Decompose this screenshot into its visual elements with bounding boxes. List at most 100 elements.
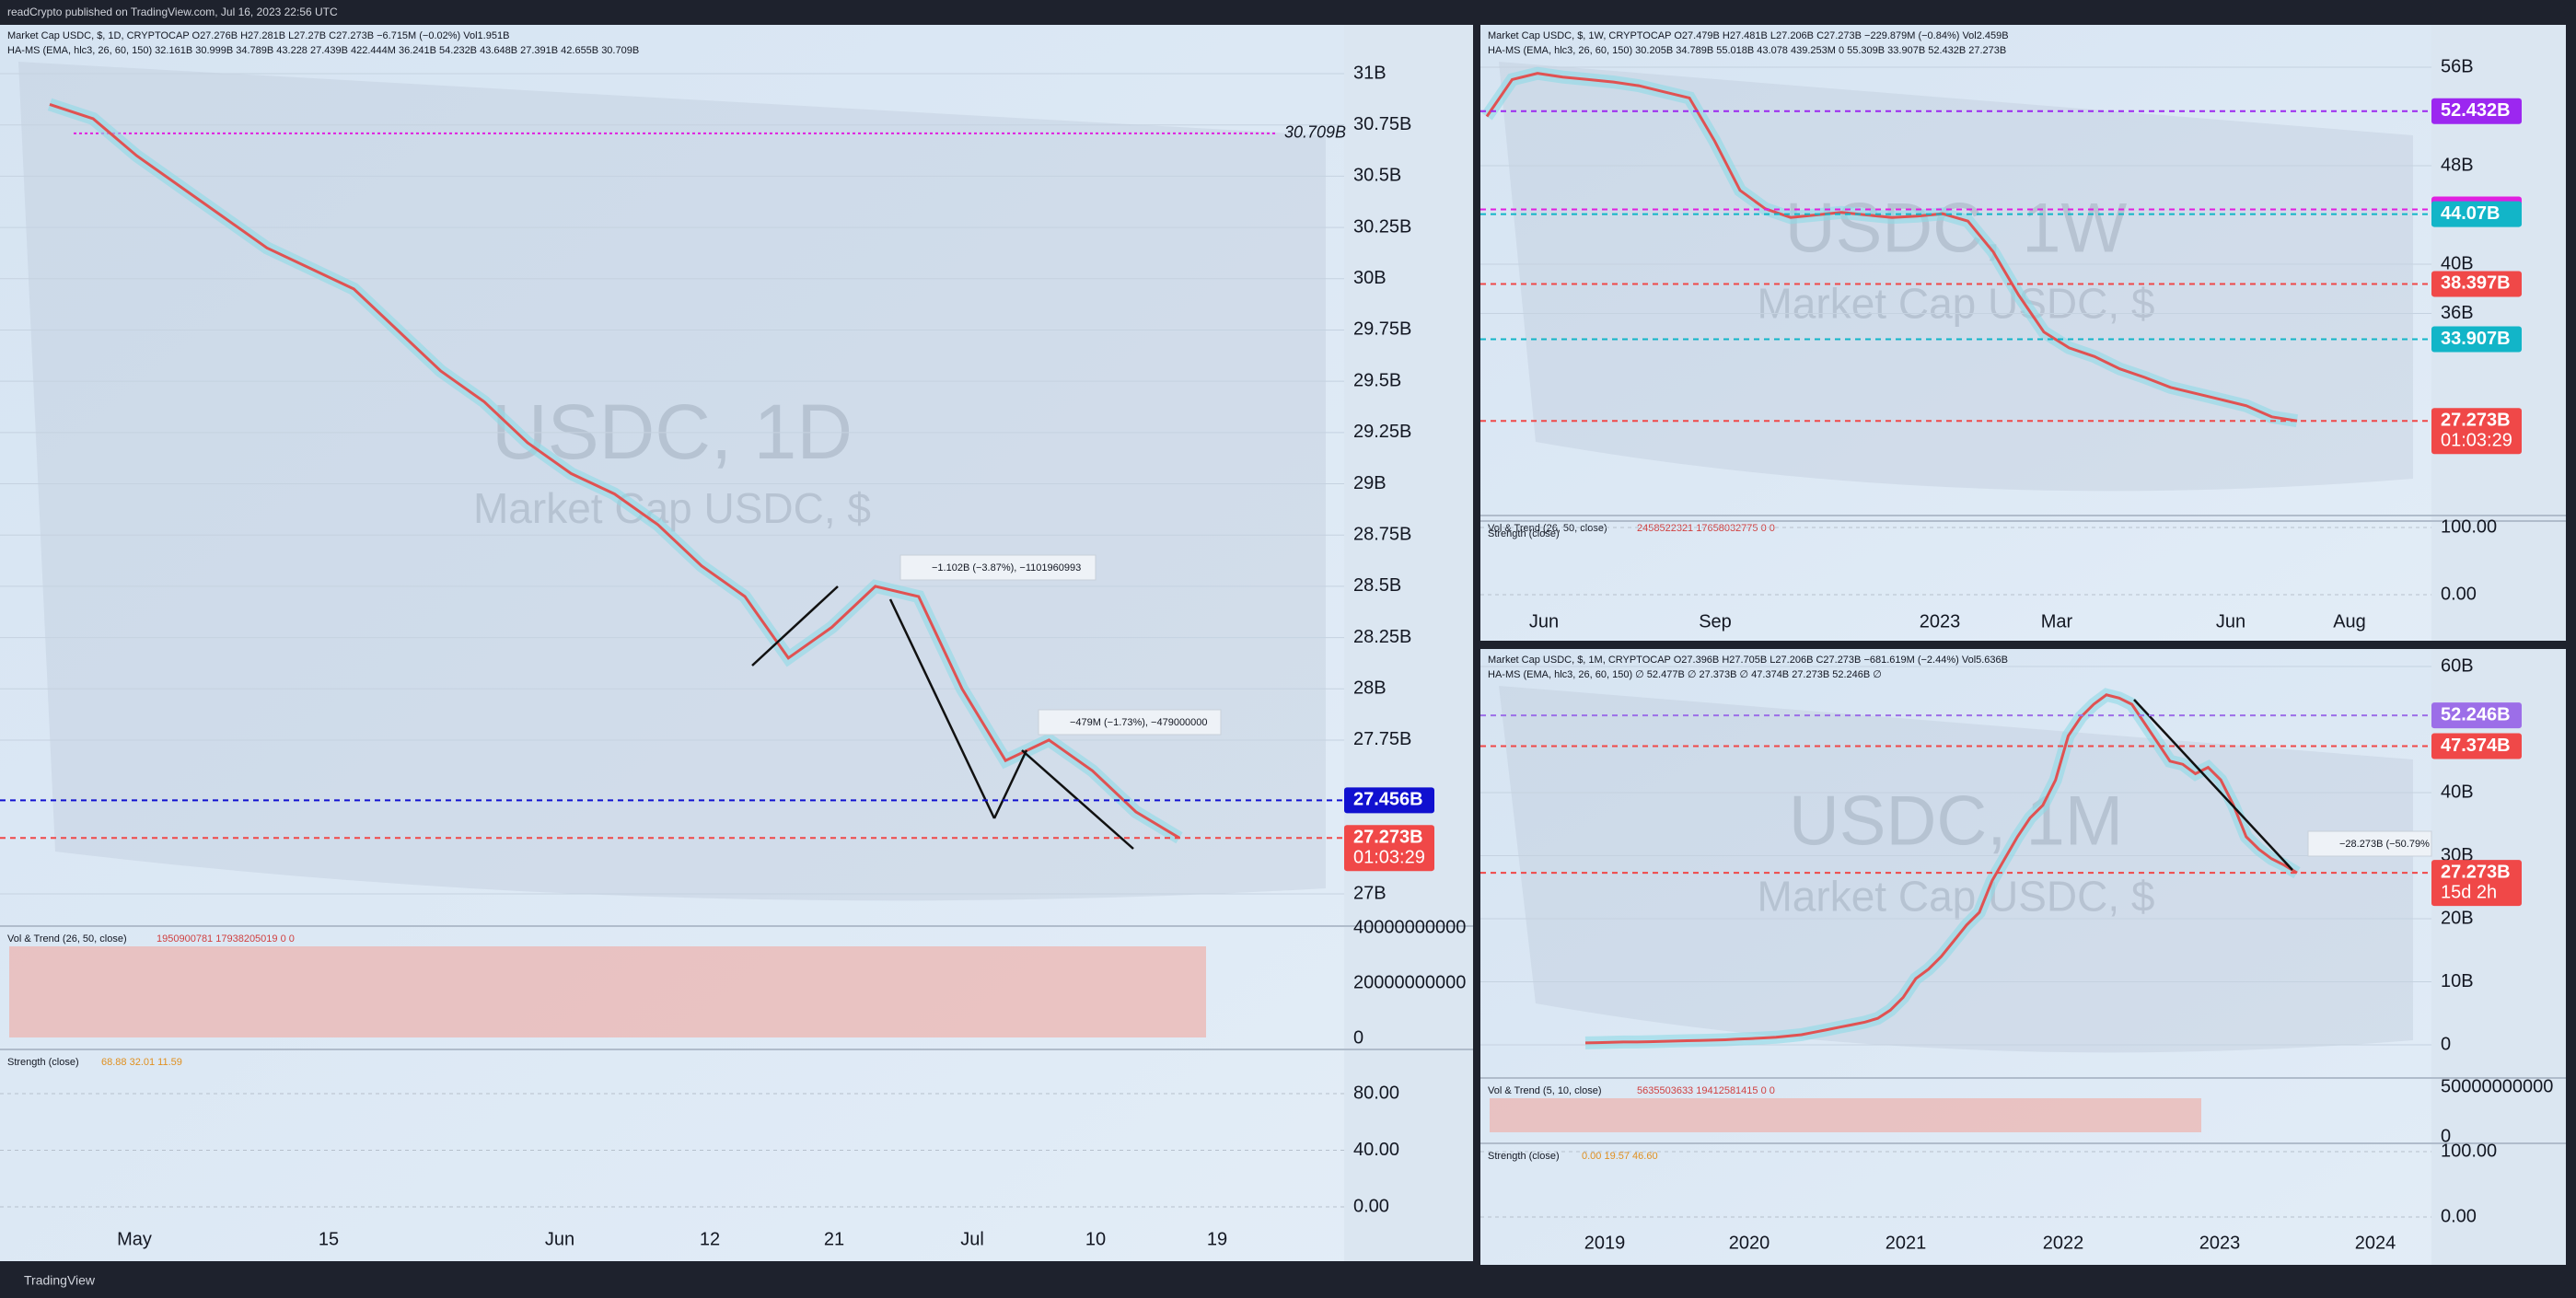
watermark-symbol: USDC, 1M bbox=[1789, 782, 2123, 861]
legend-line: Market Cap USDC, $, 1M, CRYPTOCAP O27.39… bbox=[1488, 655, 2008, 666]
price-tick-label: 30B bbox=[1353, 268, 1387, 288]
price-tick-label: 28.25B bbox=[1353, 627, 1411, 647]
time-label: 21 bbox=[824, 1229, 844, 1249]
vol-readings: 1950900781 17938205019 0 0 bbox=[157, 933, 295, 945]
time-label: 12 bbox=[700, 1229, 720, 1249]
price-badge bbox=[2431, 860, 2522, 907]
legend-line: Market Cap USDC, $, 1D, CRYPTOCAP O27.27… bbox=[7, 30, 509, 41]
annotation-box bbox=[1038, 709, 1222, 736]
cloud-band bbox=[1499, 62, 2413, 492]
measure-arrow bbox=[992, 749, 1028, 819]
price-tick-label: 40B bbox=[2441, 253, 2474, 273]
vol-tick-label: 0 bbox=[1353, 1027, 1363, 1048]
price-badge bbox=[2431, 98, 2522, 124]
price-tick-label: 20B bbox=[2441, 908, 2474, 928]
vol-readings: 2458522321 17658032775 0 0 bbox=[1637, 523, 1775, 534]
measure-arrow bbox=[888, 598, 996, 819]
level-label: 30.709B bbox=[1284, 123, 1346, 142]
price-tick-label: 29.25B bbox=[1353, 422, 1411, 442]
time-label: Sep bbox=[1699, 611, 1732, 632]
annotation-box bbox=[2307, 830, 2432, 857]
price-line bbox=[1584, 693, 2298, 1045]
price-line bbox=[49, 102, 1180, 840]
price-badge bbox=[1344, 825, 1434, 872]
time-label: Mar bbox=[2041, 611, 2073, 632]
price-tick-label: 10B bbox=[2441, 971, 2474, 991]
price-tick-label: 27B bbox=[1353, 883, 1387, 903]
panel-background bbox=[1480, 25, 2566, 641]
annotation-text: −479M (−1.73%), −479000000 bbox=[1070, 717, 1208, 728]
panel-background bbox=[1480, 649, 2566, 1265]
badge-label: 44.07B bbox=[2441, 203, 2501, 224]
time-label: 2023 bbox=[2199, 1233, 2241, 1253]
price-tick-label: 29.75B bbox=[1353, 319, 1411, 340]
price-badge bbox=[2431, 201, 2522, 227]
badge-label: 38.397B bbox=[2441, 273, 2511, 294]
time-label: 15 bbox=[319, 1229, 339, 1249]
time-label: Jun bbox=[2216, 611, 2245, 632]
strength-title: Strength (close) bbox=[1488, 1151, 1560, 1162]
vol-readings: 5635503633 19412581415 0 0 bbox=[1637, 1085, 1775, 1096]
price-tick-label: 29B bbox=[1353, 473, 1387, 493]
time-label: 19 bbox=[1207, 1229, 1227, 1249]
vol-tick-label: 20000000000 bbox=[1353, 972, 1466, 992]
watermark-symbol: USDC, 1W bbox=[1785, 190, 2128, 268]
badge-countdown: 01:03:29 bbox=[1353, 847, 1425, 867]
price-tick-label: 36B bbox=[2441, 303, 2474, 323]
time-label: May bbox=[117, 1229, 152, 1249]
time-label: 2023 bbox=[1920, 611, 1961, 632]
legend-line: Market Cap USDC, $, 1W, CRYPTOCAP O27.47… bbox=[1488, 30, 2009, 41]
vol-title: Vol & Trend (26, 50, close) bbox=[7, 933, 127, 945]
time-label: 2019 bbox=[1584, 1233, 1626, 1253]
price-badge bbox=[2431, 326, 2522, 353]
time-label: Jun bbox=[545, 1229, 574, 1249]
strength-title: Strength (close) bbox=[7, 1057, 79, 1068]
time-label: Jul bbox=[960, 1229, 984, 1249]
strength-tick-label: 0.00 bbox=[2441, 1206, 2477, 1226]
vol-area bbox=[9, 946, 1206, 1037]
publish-line: readCrypto published on TradingView.com,… bbox=[7, 6, 338, 18]
badge-label: 52.246B bbox=[2441, 704, 2511, 724]
vol-title: Vol & Trend (5, 10, close) bbox=[1488, 1085, 1602, 1096]
badge-countdown: 15d 2h bbox=[2441, 882, 2497, 902]
price-badge bbox=[2431, 408, 2522, 455]
annotation-text: −28.273B (−50.79% bbox=[2339, 839, 2430, 850]
price-tick-label: 30.75B bbox=[1353, 114, 1411, 134]
vol-tick-label: 50000000000 bbox=[2441, 1076, 2553, 1096]
strength-tick-label: 80.00 bbox=[1353, 1083, 1399, 1103]
vol-tick-label: 0 bbox=[2441, 1126, 2451, 1146]
strength-readings: 0.00 19.57 46.60 bbox=[1582, 1151, 1658, 1162]
cloud-band bbox=[1499, 686, 2413, 1053]
badge-label: 47.374B bbox=[2441, 736, 2511, 756]
strength-tick-label: 0.00 bbox=[2441, 584, 2477, 604]
annotation-box bbox=[899, 554, 1097, 581]
time-label: 2020 bbox=[1729, 1233, 1770, 1253]
badge-label: 27.273B bbox=[1353, 827, 1423, 847]
vol-tick-label: 40000000000 bbox=[1353, 917, 1466, 937]
price-badge bbox=[2431, 702, 2522, 729]
price-tick-label: 30.25B bbox=[1353, 216, 1411, 237]
price-tick-label: 40B bbox=[2441, 782, 2474, 802]
strength-readings: 68.88 32.01 11.59 bbox=[101, 1057, 182, 1068]
strength-tick-label: 0.00 bbox=[1353, 1196, 1389, 1216]
badge-label: 33.907B bbox=[2441, 329, 2511, 349]
legend-line: HA-MS (EMA, hlc3, 26, 60, 150) ∅ 52.477B… bbox=[1488, 669, 1882, 680]
badge-countdown: 01:03:29 bbox=[2441, 431, 2512, 451]
cloud-band bbox=[18, 62, 1326, 901]
badge-label: 27.273B bbox=[2441, 411, 2511, 431]
measure-arrow bbox=[2133, 699, 2293, 871]
legend-line: HA-MS (EMA, hlc3, 26, 60, 150) 32.161B 3… bbox=[7, 45, 639, 56]
strength-tick-label: 40.00 bbox=[1353, 1140, 1399, 1160]
footer-brand: TradingView bbox=[24, 1273, 96, 1288]
price-badge bbox=[2431, 733, 2522, 759]
badge-label: 27.273B bbox=[2441, 862, 2511, 882]
measure-arrow bbox=[751, 585, 839, 666]
annotation-text: −1.102B (−3.87%), −1101960993 bbox=[932, 562, 1081, 574]
time-label: Aug bbox=[2333, 611, 2366, 632]
legend-line: HA-MS (EMA, hlc3, 26, 60, 150) 30.205B 3… bbox=[1488, 45, 2006, 56]
price-tick-label: 60B bbox=[2441, 655, 2474, 676]
time-label: 2024 bbox=[2355, 1233, 2396, 1253]
price-line bbox=[1485, 72, 2298, 423]
price-tick-label: 56B bbox=[2441, 56, 2474, 76]
